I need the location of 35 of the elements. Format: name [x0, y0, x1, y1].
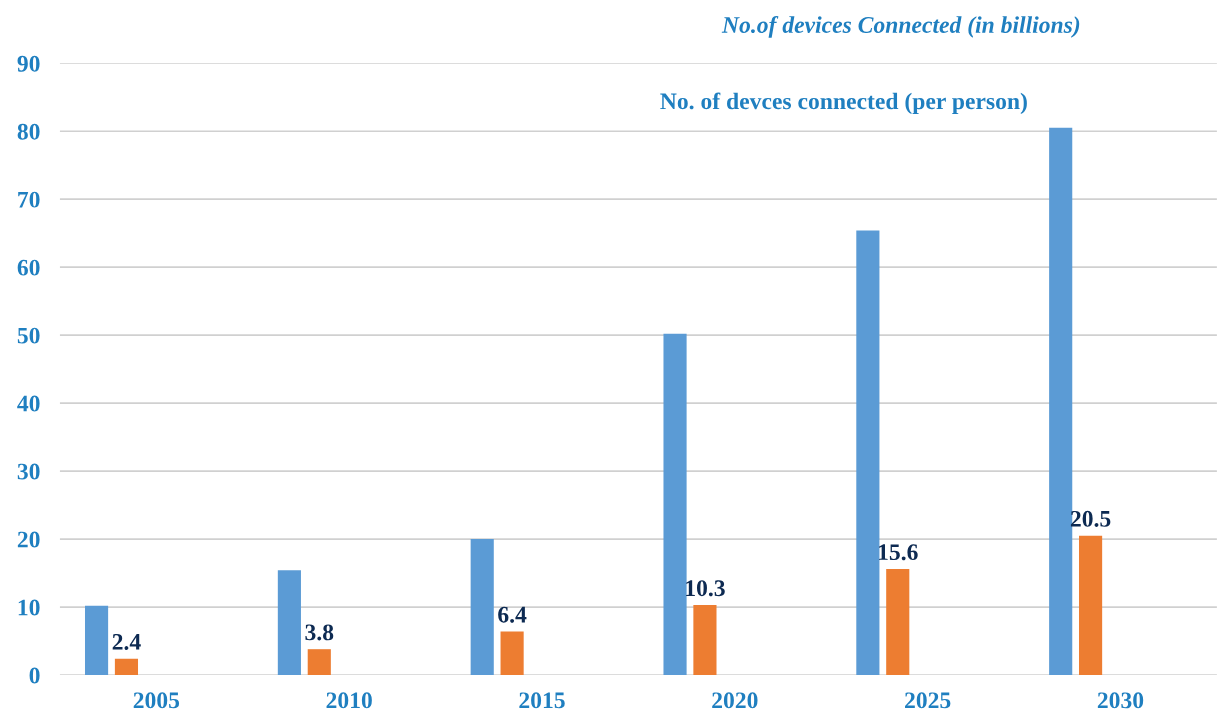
x-tick-label: 2020 [712, 692, 758, 709]
y-tick-label: 0 [29, 667, 40, 684]
x-tick-label: 2025 [905, 692, 951, 709]
y-tick-label: 70 [18, 191, 40, 208]
bar [277, 570, 301, 676]
y-tick-label: 10 [18, 599, 40, 616]
bar [1049, 127, 1073, 676]
data-label: 6.4 [498, 606, 527, 623]
bar [693, 605, 717, 676]
data-label: 3.8 [305, 624, 334, 641]
y-tick-label: 60 [17, 259, 40, 276]
bar [1079, 535, 1103, 676]
y-tick-label: 30 [17, 463, 40, 480]
x-tick-label: 2005 [133, 692, 180, 709]
bar [114, 658, 139, 676]
y-tick-label: 50 [17, 327, 40, 344]
bar [856, 230, 880, 676]
y-tick-label: 40 [17, 395, 40, 412]
bar [886, 568, 910, 676]
bar [307, 649, 331, 676]
x-tick-label: 2030 [1097, 692, 1144, 709]
y-tick-label: 20 [17, 531, 40, 548]
y-tick-label: 80 [17, 123, 40, 140]
data-label: 15.6 [878, 544, 918, 561]
bar [470, 539, 494, 676]
bar [84, 605, 109, 676]
text: No.of devices Connected (in billions) [721, 16, 1080, 38]
x-tick-label: 2010 [326, 692, 372, 709]
bar [500, 631, 524, 676]
annotation: No. of devces connected (per person) [660, 92, 1027, 115]
data-label: 2.4 [112, 633, 141, 650]
data-label: 10.3 [686, 580, 725, 597]
bar [663, 333, 687, 676]
x-tick-label: 2015 [519, 692, 565, 709]
y-tick-label: 90 [17, 55, 40, 72]
